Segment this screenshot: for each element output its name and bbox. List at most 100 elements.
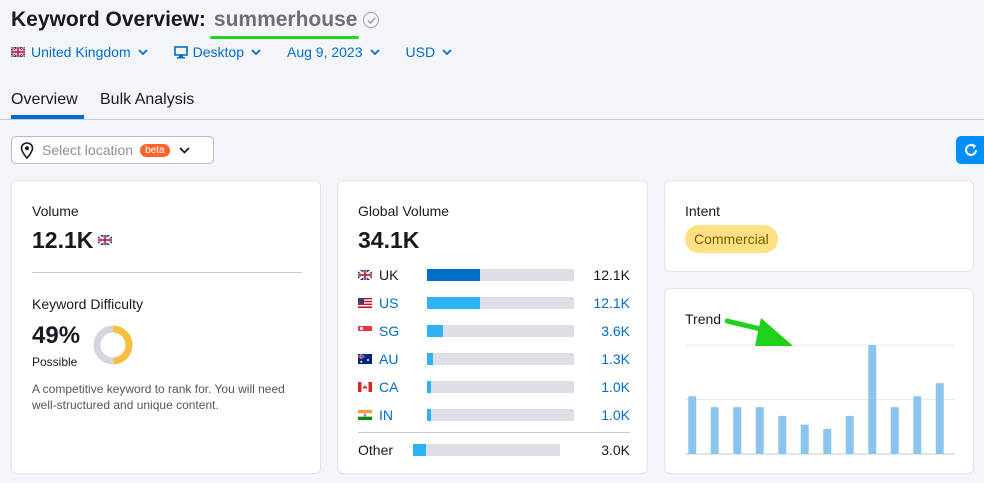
kd-value: 49% xyxy=(32,322,81,349)
country-code[interactable]: US xyxy=(379,295,399,311)
country-volume[interactable]: 1.0K xyxy=(601,407,630,423)
country-bar-track xyxy=(427,353,574,365)
divider xyxy=(358,432,630,433)
trend-bar xyxy=(800,424,809,454)
country-row-in: IN 1.0K xyxy=(358,406,630,424)
refresh-icon xyxy=(965,143,977,156)
country-bar-track xyxy=(427,325,574,337)
au-flag-icon xyxy=(358,354,372,364)
country-code[interactable]: IN xyxy=(379,407,393,423)
device-label: Desktop xyxy=(192,44,244,60)
country-code[interactable]: SG xyxy=(379,323,400,339)
keyword-text: summerhouse xyxy=(213,8,358,31)
divider xyxy=(32,272,302,273)
trend-bar xyxy=(913,396,922,454)
chevron-down-icon xyxy=(178,146,190,154)
country-bar-fill xyxy=(413,444,427,456)
volume-label: Volume xyxy=(32,203,79,219)
chevron-down-icon xyxy=(442,49,452,55)
intent-label: Intent xyxy=(685,203,721,219)
uk-flag-icon xyxy=(11,47,25,57)
country-code: UK xyxy=(379,267,399,283)
chevron-down-icon xyxy=(137,49,148,55)
country-volume[interactable]: 1.3K xyxy=(601,351,630,367)
keyword-highlight xyxy=(209,36,360,39)
country-code: Other xyxy=(358,442,394,458)
sg-flag-icon xyxy=(358,326,372,336)
country-bar-fill xyxy=(427,269,480,281)
country-volume[interactable]: 3.6K xyxy=(601,323,630,339)
country-row-sg: SG 3.6K xyxy=(358,322,630,340)
filters-bar: United Kingdom Desktop Aug 9, 2023 USD xyxy=(11,44,478,60)
uk-flag-icon xyxy=(358,270,372,280)
global-volume-value: 34.1K xyxy=(358,227,420,253)
trend-chart xyxy=(685,344,955,455)
country-code[interactable]: AU xyxy=(379,351,399,367)
trend-bar xyxy=(755,407,764,454)
trend-bar xyxy=(845,415,854,454)
trend-bar xyxy=(778,415,787,454)
uk-flag-icon xyxy=(98,235,112,245)
country-row-ca: CA 1.0K xyxy=(358,378,630,396)
country-bar-track xyxy=(427,297,574,309)
country-row-uk: UK 12.1K xyxy=(358,266,630,284)
kd-donut-fill xyxy=(93,325,133,365)
country-bar-track xyxy=(413,444,560,456)
device-dropdown[interactable]: Desktop xyxy=(173,44,261,60)
trend-bar xyxy=(733,407,742,454)
us-flag-icon xyxy=(358,298,372,308)
green-arrow-icon xyxy=(725,318,793,346)
date-dropdown[interactable]: Aug 9, 2023 xyxy=(287,44,380,60)
country-row-other: Other 3.0K xyxy=(358,441,630,459)
trend-bar xyxy=(868,345,877,454)
volume-card: Volume 12.1K Keyword Difficulty 49% Poss… xyxy=(11,180,321,474)
kd-donut xyxy=(93,325,133,365)
trend-card: Trend xyxy=(664,288,974,474)
volume-value: 12.1K xyxy=(32,227,94,253)
trend-bar xyxy=(710,407,719,454)
country-volume: 12.1K xyxy=(593,267,630,283)
refresh-button[interactable] xyxy=(956,136,984,164)
kd-description: A competitive keyword to rank for. You w… xyxy=(32,382,285,412)
date-label: Aug 9, 2023 xyxy=(286,44,363,60)
desktop-icon xyxy=(173,45,188,58)
country-code[interactable]: CA xyxy=(379,379,399,395)
country-dropdown[interactable]: United Kingdom xyxy=(11,44,148,60)
chevron-down-icon xyxy=(369,49,380,55)
country-label: United Kingdom xyxy=(31,44,131,60)
location-placeholder: Select location xyxy=(42,142,134,158)
tab-bulk-analysis[interactable]: Bulk Analysis xyxy=(100,91,195,108)
location-pin-icon xyxy=(20,141,34,159)
kd-level: Possible xyxy=(32,355,78,369)
country-volume[interactable]: 12.1K xyxy=(593,295,630,311)
page-header: Keyword Overview: summerhouse xyxy=(11,8,380,39)
tab-bar: Overview Bulk Analysis xyxy=(0,84,984,120)
global-volume-card: Global Volume 34.1K UK 12.1K US 12.1K SG 3.6K… xyxy=(337,180,648,474)
trend-bar xyxy=(823,428,832,454)
currency-label: USD xyxy=(405,44,436,60)
country-bar-track xyxy=(427,269,574,281)
currency-dropdown[interactable]: USD xyxy=(406,44,453,60)
active-tab-indicator xyxy=(11,115,84,119)
page-title: Keyword Overview: xyxy=(11,8,206,31)
country-bar-fill xyxy=(427,381,432,393)
country-volume: 3.0K xyxy=(601,442,630,458)
trend-bar xyxy=(890,407,899,454)
beta-badge: beta xyxy=(140,143,170,157)
chevron-down-icon xyxy=(251,49,261,55)
tab-overview[interactable]: Overview xyxy=(11,91,78,108)
country-row-au: AU 1.3K xyxy=(358,350,630,368)
global-volume-label: Global Volume xyxy=(358,203,450,219)
intent-badge: Commercial xyxy=(685,225,778,253)
location-select[interactable]: Select location beta xyxy=(11,136,214,164)
country-bar-track xyxy=(427,381,574,393)
country-bar-fill xyxy=(427,353,433,365)
kd-label: Keyword Difficulty xyxy=(32,296,144,312)
trend-bar xyxy=(688,396,697,454)
country-bar-fill xyxy=(427,297,480,309)
keyword-title: summerhouse xyxy=(209,8,360,39)
in-flag-icon xyxy=(358,410,372,420)
country-volume[interactable]: 1.0K xyxy=(601,379,630,395)
country-bar-track xyxy=(427,409,574,421)
ca-flag-icon xyxy=(358,382,372,392)
